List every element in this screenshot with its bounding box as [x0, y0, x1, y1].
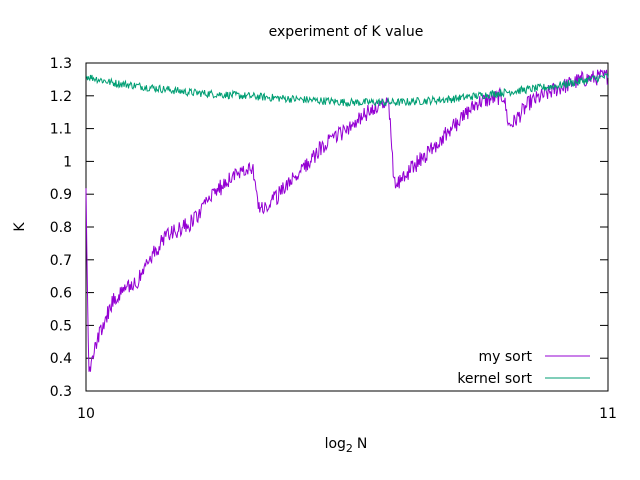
- legend: my sort kernel sort: [457, 349, 590, 387]
- legend-label-my-sort: my sort: [479, 349, 533, 365]
- x-axis-label-log: log: [325, 436, 346, 452]
- x-axis-label: log2 N: [325, 436, 368, 455]
- x-tick-label: 10: [77, 406, 95, 422]
- y-tick-label: 0.5: [50, 318, 72, 334]
- y-tick-label: 1.2: [50, 89, 72, 105]
- y-axis-label: K: [12, 222, 28, 232]
- x-axis: 10 11: [77, 63, 617, 422]
- y-tick-label: 0.3: [50, 384, 72, 400]
- series-layer: [85, 68, 609, 372]
- series-my-sort-line: [85, 68, 609, 372]
- chart-title: experiment of K value: [269, 24, 424, 40]
- y-tick-label: 1.1: [50, 122, 72, 138]
- plot-area: [85, 62, 609, 392]
- series-kernel-sort-line: [85, 72, 609, 108]
- y-axis: 0.3 0.4 0.5 0.6 0.7 0.8 0.9 1 1.1 1.2 1.3: [50, 56, 608, 400]
- y-tick-label: 0.9: [50, 187, 72, 203]
- x-axis-label-base: 2: [346, 442, 353, 455]
- y-tick-label: 0.4: [50, 351, 72, 367]
- y-tick-label: 0.8: [50, 220, 72, 236]
- x-tick-label: 11: [599, 406, 617, 422]
- y-tick-label: 1: [63, 154, 72, 170]
- legend-label-kernel-sort: kernel sort: [457, 371, 532, 387]
- y-tick-label: 0.7: [50, 253, 72, 269]
- y-tick-label: 0.6: [50, 286, 72, 302]
- y-tick-label: 1.3: [50, 56, 72, 72]
- x-axis-label-var: N: [357, 436, 367, 452]
